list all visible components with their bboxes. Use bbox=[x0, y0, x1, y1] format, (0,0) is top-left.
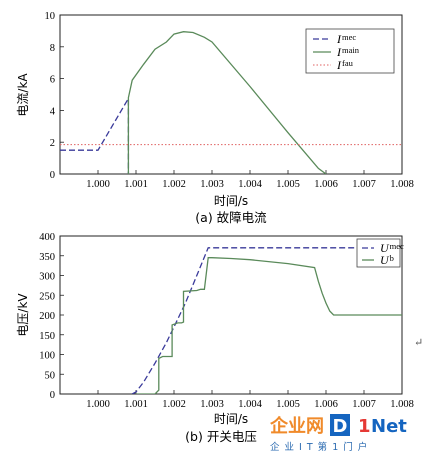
voltage-y-axis-label: 电压/kV bbox=[16, 293, 30, 337]
paragraph-marker: ↵ bbox=[414, 336, 423, 349]
current-x-tick-label: 1.004 bbox=[238, 179, 262, 190]
voltage-x-tick-label: 1.002 bbox=[162, 399, 186, 410]
current-x-tick-label: 1.006 bbox=[314, 179, 338, 190]
voltage-y-tick-label: 250 bbox=[39, 291, 55, 302]
voltage-y-tick-label: 200 bbox=[39, 311, 55, 322]
current-y-tick-label: 2 bbox=[50, 138, 55, 149]
current-legend-label-mec: Imec bbox=[336, 32, 356, 46]
voltage-x-tick-label: 1.001 bbox=[124, 399, 148, 410]
voltage-x-tick-label: 1.007 bbox=[352, 399, 376, 410]
voltage-series-mec-line bbox=[131, 247, 402, 394]
current-series-mec-line bbox=[60, 96, 130, 174]
current-chart: 1.000 1.001 1.002 1.003 1.004 1.005 1.006 1.007… bbox=[16, 11, 414, 225]
voltage-x-tick-label: 1.004 bbox=[238, 399, 262, 410]
voltage-caption: (b) 开关电压 bbox=[185, 429, 257, 444]
current-y-tick-label: 4 bbox=[50, 106, 56, 117]
current-legend-label-main: Imain bbox=[336, 45, 360, 59]
current-y-tick-label: 6 bbox=[50, 75, 55, 86]
current-x-tick-label: 1.003 bbox=[200, 179, 224, 190]
voltage-legend-label-b: Ub bbox=[380, 253, 394, 267]
current-legend-label-fau: Ifau bbox=[336, 58, 354, 72]
voltage-chart: 1.000 1.001 1.002 1.003 1.004 1.005 1.006 1.007… bbox=[16, 232, 414, 444]
voltage-x-tick-label: 1.008 bbox=[390, 399, 414, 410]
current-y-tick-label: 8 bbox=[50, 43, 55, 54]
logo-subtitle: 企 业 I T 第 1 门 户 bbox=[270, 441, 368, 453]
voltage-y-tick-label: 300 bbox=[39, 272, 55, 283]
current-ticks: 1.000 1.001 1.002 1.003 1.004 1.005 1.006 1.007… bbox=[45, 11, 414, 190]
voltage-y-tick-label: 150 bbox=[39, 331, 55, 342]
voltage-y-tick-label: 50 bbox=[45, 370, 56, 381]
current-y-tick-label: 0 bbox=[50, 170, 55, 181]
voltage-y-tick-label: 400 bbox=[39, 232, 55, 243]
logo-text-d: D bbox=[333, 416, 348, 437]
current-x-tick-label: 1.002 bbox=[162, 179, 186, 190]
voltage-legend-box bbox=[356, 238, 401, 268]
current-legend-box bbox=[305, 28, 395, 74]
current-caption: (a) 故障电流 bbox=[195, 210, 267, 225]
voltage-legend-label-mec: Umec bbox=[380, 241, 404, 255]
logo-d-block bbox=[330, 414, 350, 436]
current-y-axis-label: 电流/kA bbox=[16, 73, 30, 117]
current-plot-area bbox=[59, 14, 403, 175]
current-series-main-line bbox=[127, 31, 327, 174]
logo-text-1: 1 bbox=[358, 416, 371, 437]
voltage-x-tick-label: 1.000 bbox=[86, 399, 110, 410]
current-x-tick-label: 1.005 bbox=[276, 179, 300, 190]
voltage-x-tick-label: 1.005 bbox=[276, 399, 300, 410]
voltage-series bbox=[131, 247, 402, 394]
current-x-tick-label: 1.008 bbox=[390, 179, 414, 190]
voltage-x-tick-label: 1.003 bbox=[200, 399, 224, 410]
watermark-logo: 企业网 D 1 Net 企 业 I T 第 1 门 户 bbox=[269, 414, 407, 453]
voltage-y-tick-label: 100 bbox=[39, 351, 55, 362]
voltage-y-tick-label: 350 bbox=[39, 252, 55, 263]
voltage-x-axis-label: 时间/s bbox=[214, 412, 248, 426]
current-series bbox=[60, 31, 402, 174]
voltage-series-b-line bbox=[136, 257, 402, 394]
current-x-tick-label: 1.007 bbox=[352, 179, 376, 190]
current-y-tick-label: 10 bbox=[45, 11, 56, 22]
voltage-y-tick-label: 0 bbox=[50, 390, 55, 401]
voltage-ticks: 1.000 1.001 1.002 1.003 1.004 1.005 1.006 1.007… bbox=[39, 232, 414, 410]
voltage-x-tick-label: 1.006 bbox=[314, 399, 338, 410]
current-x-tick-label: 1.001 bbox=[124, 179, 148, 190]
logo-text-chinese: 企业网 bbox=[269, 415, 324, 437]
logo-text-net: Net bbox=[371, 416, 407, 437]
current-x-axis-label: 时间/s bbox=[214, 194, 248, 208]
current-x-tick-label: 1.000 bbox=[86, 179, 110, 190]
